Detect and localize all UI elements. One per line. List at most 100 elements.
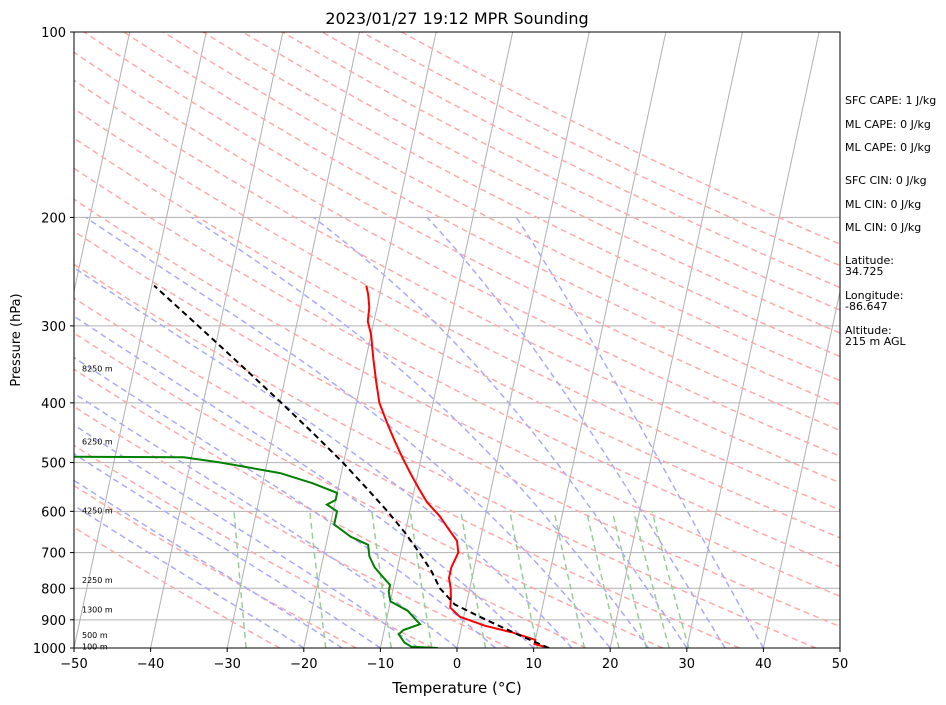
mixing-ratio-line [553, 511, 586, 648]
parcel-path-line [153, 284, 550, 648]
dry-adiabat-line [74, 230, 840, 628]
moist-adiabat-line [515, 216, 765, 648]
moist-adiabat-line [74, 479, 343, 648]
chart-title: 2023/01/27 19:12 MPR Sounding [325, 9, 588, 28]
moist-adiabat-line [190, 216, 650, 648]
dry-adiabat-line [74, 444, 434, 648]
moist-adiabat-line [426, 216, 726, 648]
dry-adiabat-line [242, 32, 840, 334]
dry-adiabat-line [74, 79, 840, 484]
dry-adiabat-line [74, 137, 840, 539]
altitude-label: Altitude: [845, 324, 892, 337]
x-tick-label: −20 [290, 657, 317, 672]
dry-adiabat-line [74, 107, 840, 511]
temperature-line [365, 285, 550, 648]
x-axis-label: Temperature (°C) [391, 679, 521, 697]
x-tick-label: −30 [213, 657, 240, 672]
latitude-value: 34.725 [845, 265, 884, 278]
y-tick-label: 200 [41, 211, 66, 226]
isotherm-line [150, 32, 284, 648]
dry-adiabat-line [74, 332, 664, 648]
sfc-cape-text: SFC CAPE: 1 J/kg [845, 94, 936, 107]
height-labels: 100 m 500 m 1300 m 2250 m 4250 m 6250 m 8250 m [82, 365, 113, 652]
moist-adiabat-line [74, 504, 305, 648]
ml-cape-text: ML CAPE: 0 J/kg [845, 118, 931, 131]
isotherm-line [686, 32, 820, 648]
dry-adiabat-line [162, 32, 840, 382]
dry-adiabat-line [282, 32, 840, 311]
dry-adiabat-line [83, 32, 840, 432]
isotherm-line [379, 32, 514, 648]
isotherm-line [303, 32, 437, 648]
dry-adiabat-line [74, 51, 840, 458]
y-axis: 100 200 300 400 500 600 700 800 900 1000 [33, 26, 74, 657]
ml-cape-text: ML CAPE: 0 J/kg [845, 141, 931, 154]
height-label: 1300 m [82, 606, 113, 615]
mixing-ratio-line [651, 511, 690, 648]
dry-adiabat-line [202, 32, 840, 358]
height-label: 4250 m [82, 506, 113, 515]
y-tick-label: 100 [41, 26, 66, 41]
height-label: 8250 m [82, 365, 113, 374]
moist-adiabat-line [74, 452, 381, 648]
moist-adiabat-line [74, 315, 535, 648]
y-tick-label: 400 [41, 397, 66, 412]
dry-adiabat-line [74, 263, 817, 648]
height-label: 6250 m [82, 437, 113, 446]
y-tick-label: 700 [41, 547, 66, 562]
isotherm-line [609, 32, 743, 648]
dry-adiabat-line [74, 484, 357, 648]
dry-adiabat-line [74, 167, 840, 568]
moist-adiabat-line [312, 216, 688, 648]
longitude-value: -86.647 [845, 300, 887, 313]
dry-adiabat-line [74, 368, 587, 648]
ml-cin-text: ML CIN: 0 J/kg [845, 221, 921, 234]
x-tick-label: 0 [453, 657, 461, 672]
longitude-label: Longitude: [845, 289, 903, 302]
y-tick-label: 800 [41, 582, 66, 597]
x-tick-label: −10 [367, 657, 394, 672]
isotherm-line [762, 288, 840, 648]
mixing-ratio-line [460, 511, 487, 648]
x-tick-label: −40 [137, 657, 164, 672]
isotherm-line [226, 32, 360, 648]
y-tick-label: 1000 [33, 642, 66, 657]
x-tick-label: 50 [832, 657, 849, 672]
height-label: 100 m [82, 643, 108, 652]
dry-adiabat-line [74, 405, 510, 648]
x-tick-label: 20 [602, 657, 619, 672]
latitude-label: Latitude: [845, 254, 894, 267]
y-tick-label: 600 [41, 505, 66, 520]
dewpoint-line [74, 455, 438, 648]
isotherm-line [74, 32, 131, 294]
mixing-ratio-line [309, 511, 327, 648]
mixing-ratio-line [371, 511, 393, 648]
x-tick-label: 10 [525, 657, 542, 672]
height-label: 500 m [82, 631, 108, 640]
dry-adiabat-line [321, 32, 840, 289]
y-axis-label: Pressure (hPa) [9, 293, 24, 386]
isotherm-line [533, 32, 667, 648]
mixing-ratio-line [409, 511, 433, 648]
y-tick-label: 300 [41, 320, 66, 335]
x-tick-label: 40 [755, 657, 772, 672]
mixing-ratio-line [611, 511, 648, 648]
thermo-summary: SFC CAPE: 1 J/kg ML CAPE: 0 J/kg ML CAPE… [845, 94, 936, 348]
background-lines [74, 32, 840, 648]
sfc-cin-text: SFC CIN: 0 J/kg [845, 174, 927, 187]
height-label: 2250 m [82, 576, 113, 585]
x-axis: −50 −40 −30 −20 −10 0 10 20 30 40 50 [60, 648, 848, 672]
mixing-ratio-line [233, 511, 247, 648]
x-tick-label: 30 [679, 657, 696, 672]
y-tick-label: 900 [41, 614, 66, 629]
altitude-value: 215 m AGL [845, 335, 907, 348]
mixing-ratio-line [509, 511, 539, 648]
moist-adiabat-line [85, 216, 611, 648]
ml-cin-text: ML CIN: 0 J/kg [845, 198, 921, 211]
profile-lines [74, 284, 550, 648]
x-tick-label: −50 [60, 657, 87, 672]
isotherm-line [456, 32, 590, 648]
mixing-ratio-line [585, 511, 620, 648]
moist-adiabat-line [74, 266, 573, 648]
